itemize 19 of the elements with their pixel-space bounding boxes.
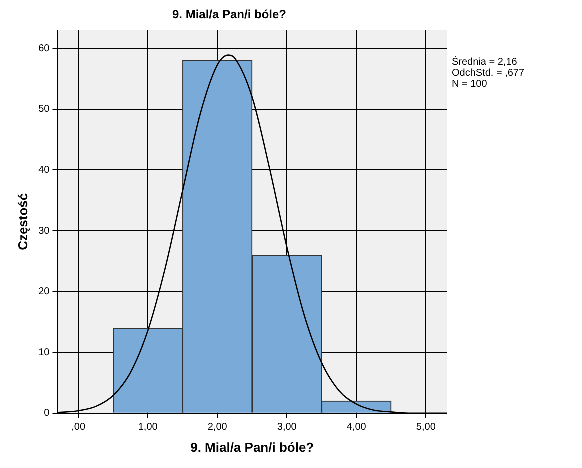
x-tick-label: ,00 — [72, 422, 86, 434]
y-tick-label: 30 — [38, 226, 50, 237]
x-tick-label: 2,00 — [208, 422, 228, 434]
y-tick-label: 60 — [38, 43, 50, 54]
text: N = 100 — [452, 79, 488, 90]
x-tick-label: 3,00 — [277, 422, 298, 434]
text: Średnia = 2,16 — [452, 57, 518, 68]
y-tick-label: 40 — [38, 164, 50, 176]
text: OdchStd. = ,677 — [452, 68, 525, 79]
x-axis-title: 9. Mial/a Pan/i bóle? — [190, 440, 314, 455]
y-axis-title: Częstość — [15, 193, 30, 250]
y-tick-label: 50 — [38, 104, 50, 116]
y-tick-label: 20 — [38, 286, 50, 298]
chart-title: 9. Mial/a Pan/i bóle? — [172, 8, 287, 22]
y-tick-label: 0 — [44, 408, 50, 420]
x-tick-label: 5,00 — [416, 422, 436, 434]
y-tick-label: 10 — [38, 347, 50, 358]
x-tick-label: 4,00 — [346, 422, 367, 434]
x-tick-label: 1,00 — [138, 422, 158, 434]
